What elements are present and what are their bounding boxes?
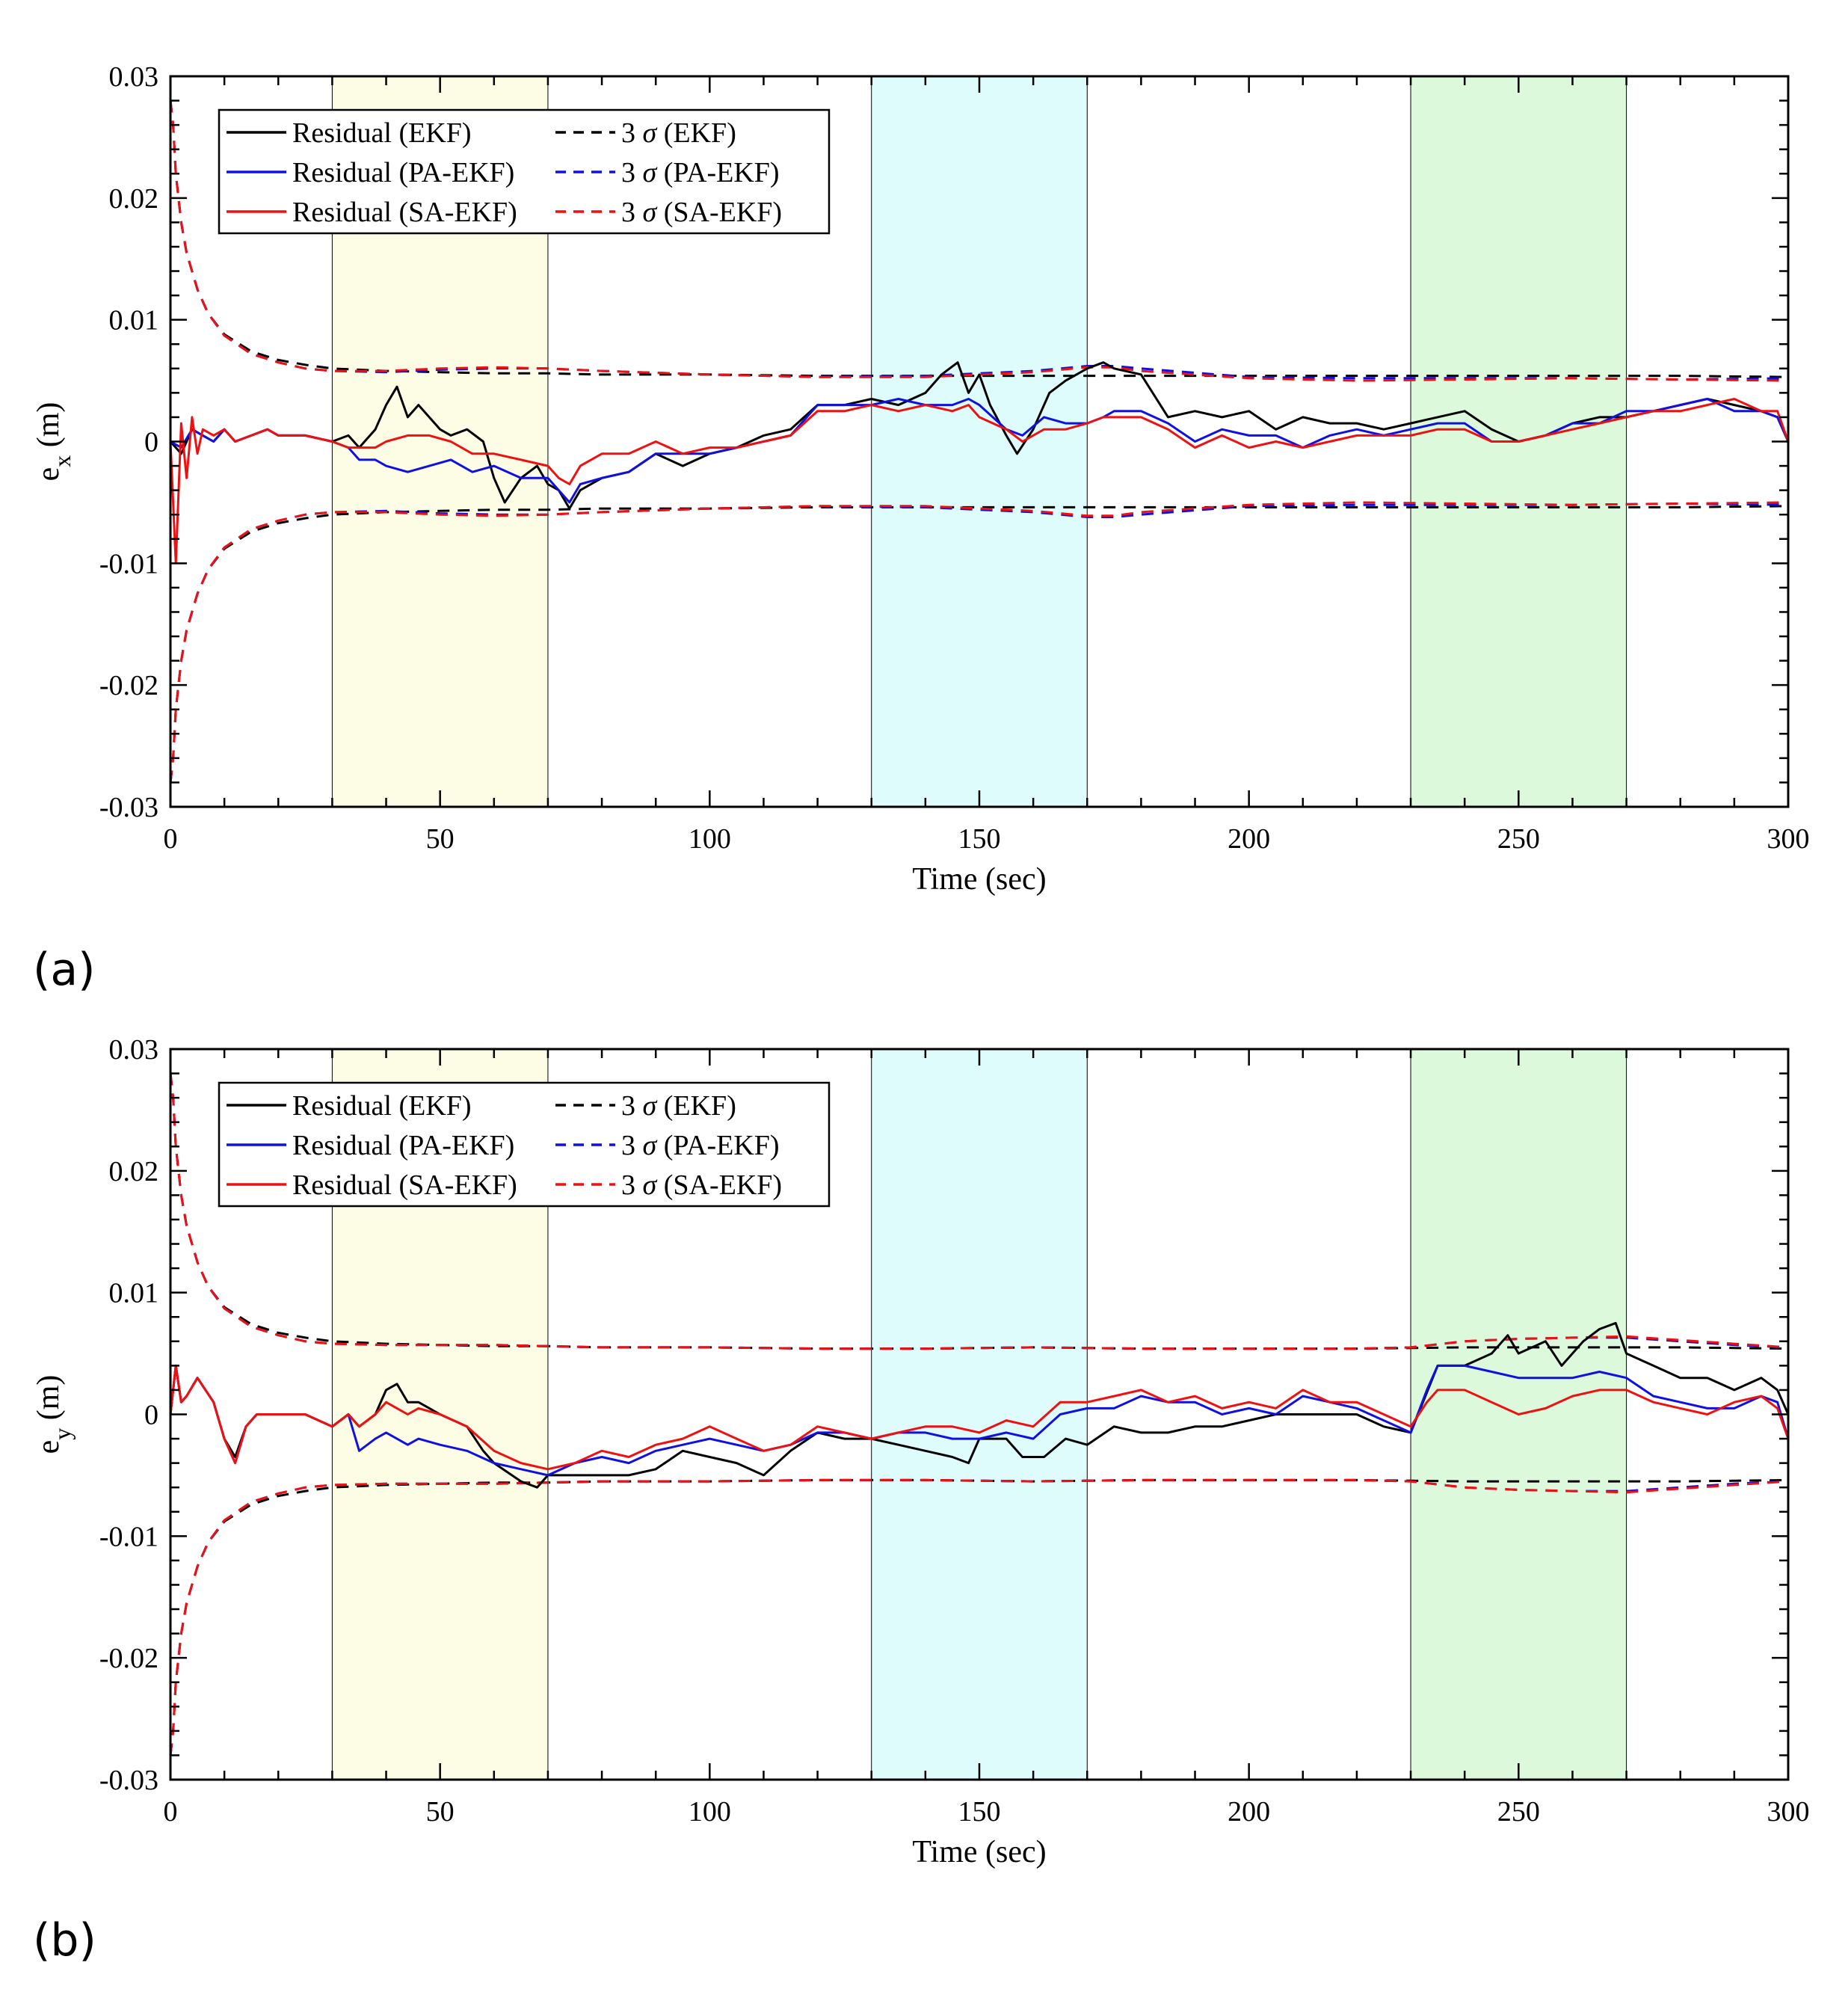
y-tick-label: 0 [144,427,158,458]
legend: Residual (EKF) 3 σ (EKF) Residual (PA-EKF)… [219,110,829,233]
panel-label-a: (a) [33,944,96,996]
legend-label-sigma: σ [643,197,658,228]
y-axis-label-unit: (m) [31,402,66,455]
legend-label-sigma: σ [643,1169,658,1201]
legend: Residual (EKF) 3 σ (EKF) Residual (PA-EKF)… [219,1083,829,1206]
legend-label-3-sigma-ekf: 3 σ (EKF) [621,1090,736,1122]
x-tick-label: 0 [164,1796,178,1827]
y-tick-label: 0.02 [109,183,159,215]
y-axis-label-subscript: y [49,1428,76,1440]
legend-label-part: 3 [621,117,643,149]
shaded-region-2 [872,76,1088,807]
y-tick-label: 0.01 [109,305,159,336]
y-tick-label: -0.03 [99,792,158,823]
y-tick-label: 0.01 [109,1278,159,1309]
y-tick-label: -0.02 [99,670,158,701]
legend-label-residual-sa-ekf: Residual (SA-EKF) [292,1169,517,1201]
legend-label-part: (EKF) [656,117,736,149]
legend-label-sigma: σ [643,1130,658,1161]
y-tick-label: -0.01 [99,1521,158,1552]
plot-panel-b: 0 50 100 150 200 250 300 -0.03 -0.02 -0.01 0 0.01 0.… [31,1034,1810,1869]
x-tick-label: 300 [1767,1796,1810,1827]
legend-label-sigma: σ [643,117,658,149]
legend-label-part: (PA-EKF) [656,157,779,188]
legend-label-sigma: σ [643,1090,658,1122]
x-axis-label: Time (sec) [912,1835,1046,1869]
y-axis-label-symbol: e [31,467,66,482]
legend-label-sigma: σ [643,157,658,188]
y-axis-label: ey (m) [31,1375,76,1454]
x-tick-label: 100 [689,823,731,855]
legend-label-part: 3 [621,1130,643,1161]
x-tick-label: 250 [1497,823,1540,855]
x-tick-label: 300 [1767,823,1810,855]
x-axis-label: Time (sec) [912,862,1046,897]
x-tick-label: 100 [689,1796,731,1827]
y-tick-label: 0.02 [109,1156,159,1187]
legend-label-part: 3 [621,1090,643,1122]
y-tick-label: 0.03 [109,1034,159,1066]
x-tick-label: 150 [958,823,1001,855]
y-axis-label-symbol: e [31,1440,66,1454]
plot-panel-a: 0 50 100 150 200 250 300 -0.03 -0.02 -0.01 0 0.01 0.… [31,61,1810,897]
x-tick-label: 200 [1228,1796,1270,1827]
y-axis-label: ex (m) [31,402,76,482]
x-tick-label: 250 [1497,1796,1540,1827]
y-tick-label: -0.02 [99,1643,158,1674]
legend-label-part: 3 [621,1169,643,1201]
y-tick-label: -0.03 [99,1765,158,1796]
x-tick-label: 0 [164,823,178,855]
legend-label-part: 3 [621,197,643,228]
x-tick-label: 50 [426,1796,455,1827]
legend-label-residual-ekf: Residual (EKF) [292,117,472,149]
y-tick-label: -0.01 [99,548,158,580]
shaded-region-2 [872,1049,1088,1780]
legend-label-residual-pa-ekf: Residual (PA-EKF) [292,1130,514,1161]
legend-label-3-sigma-pa-ekf: 3 σ (PA-EKF) [621,1130,780,1161]
legend-label-part: (EKF) [656,1090,736,1122]
y-tick-label: 0.03 [109,61,159,93]
figure: 0 50 100 150 200 250 300-0.03-0.02-0.0100.010.… [0,0,1848,1992]
legend-label-residual-pa-ekf: Residual (PA-EKF) [292,157,514,188]
y-axis-label-unit: (m) [31,1375,66,1428]
legend-label-3-sigma-sa-ekf: 3 σ (SA-EKF) [621,1169,782,1201]
x-tick-label: 200 [1228,823,1270,855]
y-axis-label-subscript: x [49,455,76,467]
legend-label-residual-sa-ekf: Residual (SA-EKF) [292,197,517,228]
y-tick-label: 0 [144,1400,158,1431]
legend-label-3-sigma-sa-ekf: 3 σ (SA-EKF) [621,197,782,228]
legend-label-part: 3 [621,157,643,188]
legend-label-part: (PA-EKF) [656,1130,779,1161]
legend-label-residual-ekf: Residual (EKF) [292,1090,472,1122]
legend-label-part: (SA-EKF) [656,197,782,228]
legend-label-3-sigma-pa-ekf: 3 σ (PA-EKF) [621,157,780,188]
panel-label-b: (b) [33,1914,96,1967]
x-tick-label: 50 [426,823,455,855]
legend-label-part: (SA-EKF) [656,1169,782,1201]
legend-label-3-sigma-ekf: 3 σ (EKF) [621,117,736,149]
x-tick-label: 150 [958,1796,1001,1827]
